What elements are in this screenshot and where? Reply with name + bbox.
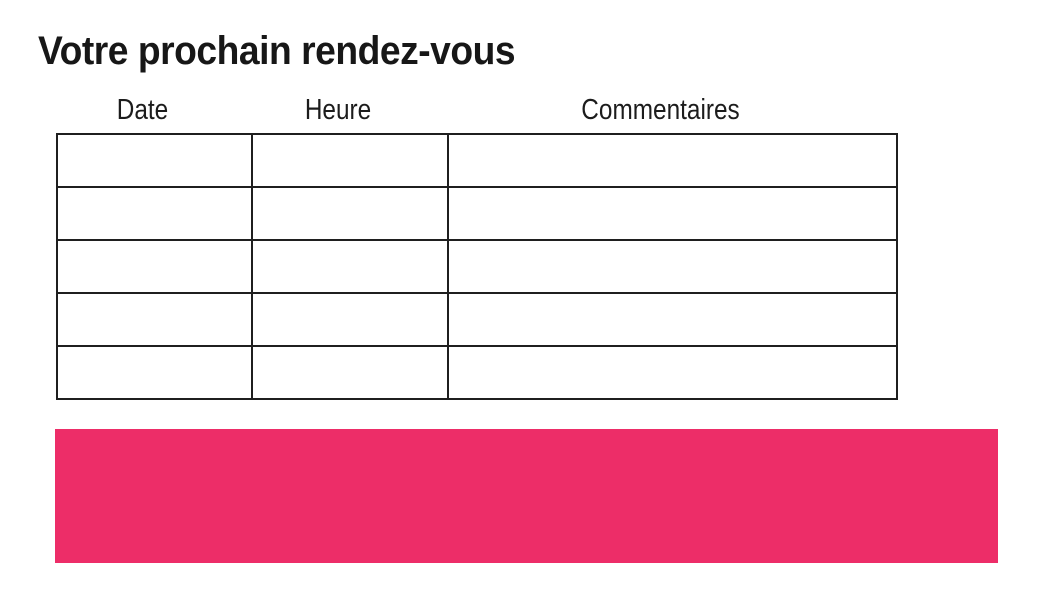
table-row: [56, 292, 898, 347]
table-cell-heure: [251, 345, 449, 400]
table-cell-date: [56, 292, 253, 347]
column-header-date: Date: [116, 94, 169, 126]
table-row: [56, 186, 898, 241]
table-cell-heure: [251, 239, 449, 294]
table-cell-date: [56, 345, 253, 400]
table-cell-date: [56, 239, 253, 294]
table-cell-commentaires: [447, 186, 898, 241]
table-cell-date: [56, 186, 253, 241]
column-header-commentaires: Commentaires: [581, 94, 740, 126]
accent-banner: [55, 429, 998, 563]
table-row: [56, 345, 898, 400]
table-cell-heure: [251, 133, 449, 188]
table-cell-commentaires: [447, 292, 898, 347]
table-cell-date: [56, 133, 253, 188]
table-cell-heure: [251, 292, 449, 347]
appointments-table: [56, 133, 898, 400]
table-cell-commentaires: [447, 239, 898, 294]
page-title: Votre prochain rendez-vous: [38, 29, 516, 73]
table-cell-commentaires: [447, 133, 898, 188]
column-header-heure: Heure: [304, 94, 372, 126]
table-cell-commentaires: [447, 345, 898, 400]
table-cell-heure: [251, 186, 449, 241]
table-row: [56, 133, 898, 188]
table-row: [56, 239, 898, 294]
table-header-row: Date Heure Commentaires: [45, 94, 885, 127]
appointments-table-body: [56, 133, 898, 400]
